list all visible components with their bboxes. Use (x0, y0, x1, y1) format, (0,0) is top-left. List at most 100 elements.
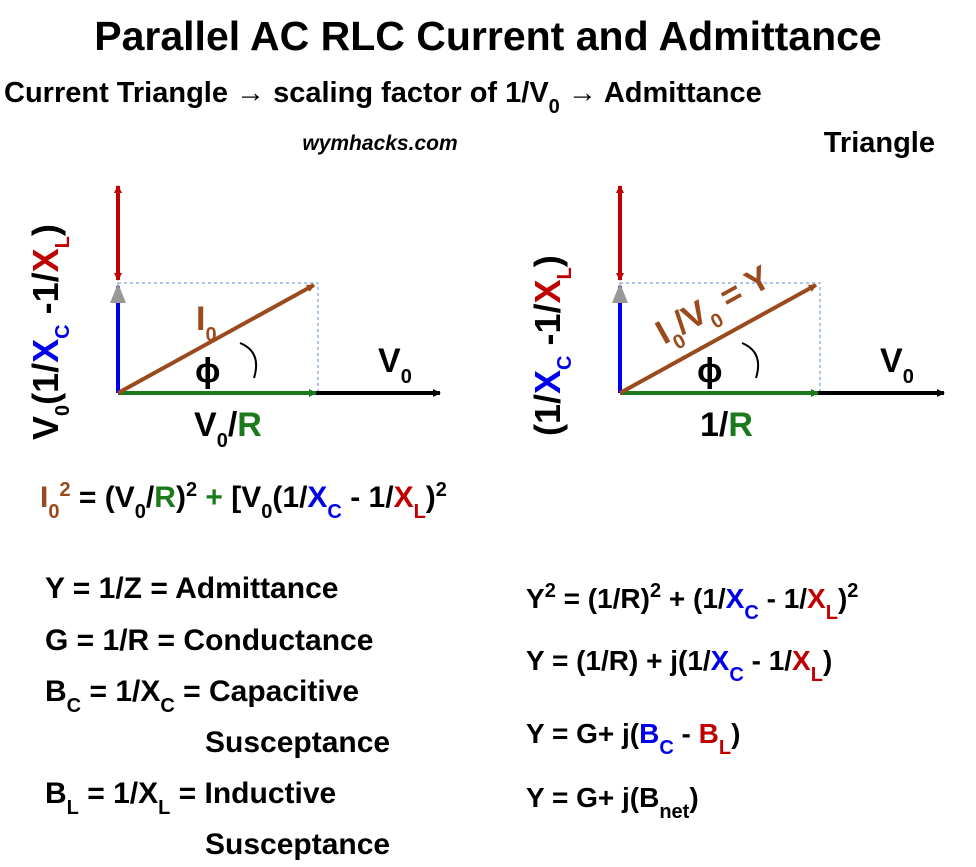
superscript: 2 (186, 479, 197, 501)
definition: Y = 1/Z = Admittance (45, 572, 338, 605)
def-part: = 1/X (81, 675, 160, 708)
label-part: / (228, 406, 238, 444)
eq-part: - 1/ (759, 583, 807, 614)
subscript: C (52, 324, 74, 338)
vertical-label: V0(1/XC -1/XL) (25, 224, 74, 440)
subscript: L (811, 664, 823, 686)
label-part: 1/ (700, 406, 729, 444)
eq-part: = (V (71, 481, 135, 514)
definition: G = 1/R = Conductance (45, 624, 373, 657)
superscript: 2 (545, 580, 556, 602)
subscript: C (729, 664, 743, 686)
subscript: 0 (205, 324, 216, 346)
label-part: X (527, 279, 568, 303)
eq-part: Y = G+ j( (526, 718, 640, 749)
angle: ϕ (195, 352, 220, 390)
label-part: X (25, 339, 66, 363)
subscript: 0 (549, 96, 560, 118)
definition: Susceptance (205, 726, 390, 759)
def-part: B (45, 675, 67, 708)
definition: BL = 1/XL = Inductive (45, 777, 336, 819)
eq-part: ) (838, 583, 847, 614)
label-part: X (25, 248, 66, 272)
eq-part: + (197, 481, 231, 514)
equation: Y = (1/R) + j(1/XC - 1/XL) (526, 645, 832, 686)
eq-part: - (674, 718, 699, 749)
subscript: L (554, 267, 576, 279)
label-part: R (237, 406, 262, 444)
horizontal-label: V0 (378, 342, 412, 388)
hypotenuse-label: I0/V0 = Y (649, 258, 781, 359)
subscript: C (160, 695, 174, 717)
label-part: V (378, 342, 401, 380)
eq-part: I (40, 481, 48, 514)
eq-part: Y (526, 583, 545, 614)
eq-part: ) (689, 782, 698, 813)
eq-part: X (711, 645, 730, 676)
subscript: 0 (401, 366, 412, 388)
label-part: -1/ (25, 272, 66, 324)
eq-part: + (1/ (661, 583, 726, 614)
subscript: 0 (135, 501, 146, 523)
eq-part: ) (823, 645, 832, 676)
label-part: X (527, 370, 568, 394)
subscript: 0 (903, 366, 914, 388)
label-part: (1/ (527, 394, 568, 436)
def-part: B (45, 777, 67, 810)
eq-part: ) (176, 481, 186, 514)
subtitle-line2: Triangle (824, 127, 935, 159)
label-part: V (25, 416, 66, 440)
superscript: 2 (436, 479, 447, 501)
eq-part: = (1/R) (556, 583, 650, 614)
eq-part: - 1/ (342, 481, 394, 514)
subscript: net (659, 801, 689, 823)
def-part: = Capacitive (175, 675, 359, 708)
angle: ϕ (697, 352, 722, 390)
eq-part: / (146, 481, 155, 514)
def-part: = Inductive (170, 777, 336, 810)
equation: Y = G+ j(BC - BL) (526, 718, 740, 759)
subscript: 0 (261, 501, 272, 523)
current-equation: I02 = (V0/R)2 + [V0(1/XC - 1/XL)2 (40, 479, 447, 523)
horizontal-label: V0 (880, 342, 914, 388)
subtitle-text: → Admittance (560, 77, 762, 109)
definition: Susceptance (205, 828, 390, 861)
equation: Y = G+ j(Bnet) (526, 782, 699, 823)
hypotenuse-label: I0 (196, 300, 217, 346)
current-triangle: V0(1/XC -1/XL) I0 ϕ V0 V0/R (25, 185, 441, 452)
subscript: C (327, 501, 341, 523)
eq-part: B (699, 718, 719, 749)
superscript: 2 (59, 479, 70, 501)
eq-part: ) (426, 481, 436, 514)
eq-part: R (154, 481, 176, 514)
subtitle-text: Current Triangle → scaling factor of 1/V (4, 77, 549, 109)
subscript: 0 (217, 430, 228, 452)
base-label: V0/R (194, 406, 262, 452)
label-part: R (728, 406, 753, 444)
subscript: L (414, 501, 426, 523)
label-part: V (880, 342, 903, 380)
equation: Y2 = (1/R)2 + (1/XC - 1/XL)2 (526, 580, 858, 624)
subscript: 0 (48, 501, 59, 523)
label-part: (1/ (25, 363, 66, 405)
label-part: -1/ (527, 304, 568, 356)
watermark: wymhacks.com (302, 132, 457, 155)
label-part: I (196, 300, 205, 338)
label-part: ) (527, 255, 568, 267)
superscript: 2 (847, 580, 858, 602)
subscript: C (744, 602, 758, 624)
subscript: L (826, 602, 838, 624)
base-label: 1/R (700, 406, 753, 444)
definition: BC = 1/XC = Capacitive (45, 675, 359, 717)
subscript: C (67, 695, 81, 717)
subscript: L (67, 797, 79, 819)
subscript: L (52, 236, 74, 248)
subscript: C (554, 356, 576, 370)
eq-part: Y = (1/R) + j(1/ (526, 645, 711, 676)
label-part: V (194, 406, 217, 444)
subscript: L (158, 797, 170, 819)
eq-part: [V (231, 481, 261, 514)
eq-part: X (307, 481, 327, 514)
subscript: C (659, 737, 673, 759)
